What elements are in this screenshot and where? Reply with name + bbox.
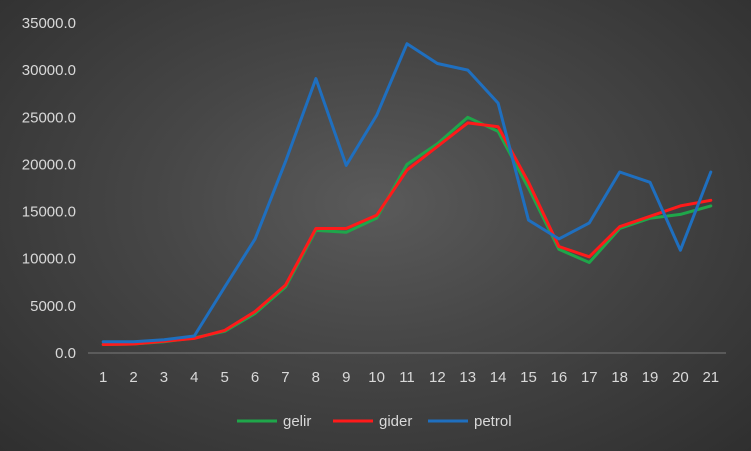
x-tick-label: 16 xyxy=(551,369,568,386)
legend-label-gider: gider xyxy=(379,413,412,430)
x-tick-label: 10 xyxy=(368,369,385,386)
y-tick-label: 10000.0 xyxy=(22,251,76,268)
x-tick-label: 13 xyxy=(459,369,476,386)
x-tick-label: 2 xyxy=(129,369,137,386)
x-tick-label: 6 xyxy=(251,369,259,386)
series-line-gelir xyxy=(101,115,713,346)
series-line-petrol xyxy=(101,42,713,344)
x-tick-label: 9 xyxy=(342,369,350,386)
series-lines xyxy=(101,42,713,346)
legend-label-petrol: petrol xyxy=(474,413,512,430)
x-axis-tick-labels: 1 2 3 4 5 6 7 8 9 10 11 12 13 14 15 16 17 18 19 20 21 xyxy=(99,369,719,386)
x-tick-label: 8 xyxy=(312,369,320,386)
y-tick-label: 30000.0 xyxy=(22,62,76,79)
series-line-gider xyxy=(101,121,713,346)
x-tick-label: 15 xyxy=(520,369,537,386)
legend-label-gelir: gelir xyxy=(283,413,311,430)
x-tick-label: 5 xyxy=(221,369,229,386)
y-tick-label: 35000.0 xyxy=(22,15,76,32)
y-tick-label: 0.0 xyxy=(55,345,76,362)
x-tick-label: 7 xyxy=(281,369,289,386)
y-tick-label: 15000.0 xyxy=(22,204,76,221)
x-tick-label: 12 xyxy=(429,369,446,386)
y-axis-tick-labels: 0.0 5000.0 10000.0 15000.0 20000.0 25000.0 300… xyxy=(22,15,76,362)
y-tick-label: 20000.0 xyxy=(22,156,76,173)
x-tick-label: 20 xyxy=(672,369,689,386)
x-tick-label: 11 xyxy=(399,369,415,386)
x-tick-label: 3 xyxy=(160,369,168,386)
x-tick-label: 21 xyxy=(702,369,719,386)
x-tick-label: 4 xyxy=(190,369,198,386)
legend: gelir gider petrol xyxy=(237,413,512,430)
y-tick-label: 5000.0 xyxy=(30,298,76,315)
y-tick-label: 25000.0 xyxy=(22,109,76,126)
x-tick-label: 18 xyxy=(611,369,628,386)
x-tick-label: 17 xyxy=(581,369,598,386)
x-tick-label: 14 xyxy=(490,369,507,386)
x-tick-label: 1 xyxy=(99,369,107,386)
x-tick-label: 19 xyxy=(642,369,659,386)
